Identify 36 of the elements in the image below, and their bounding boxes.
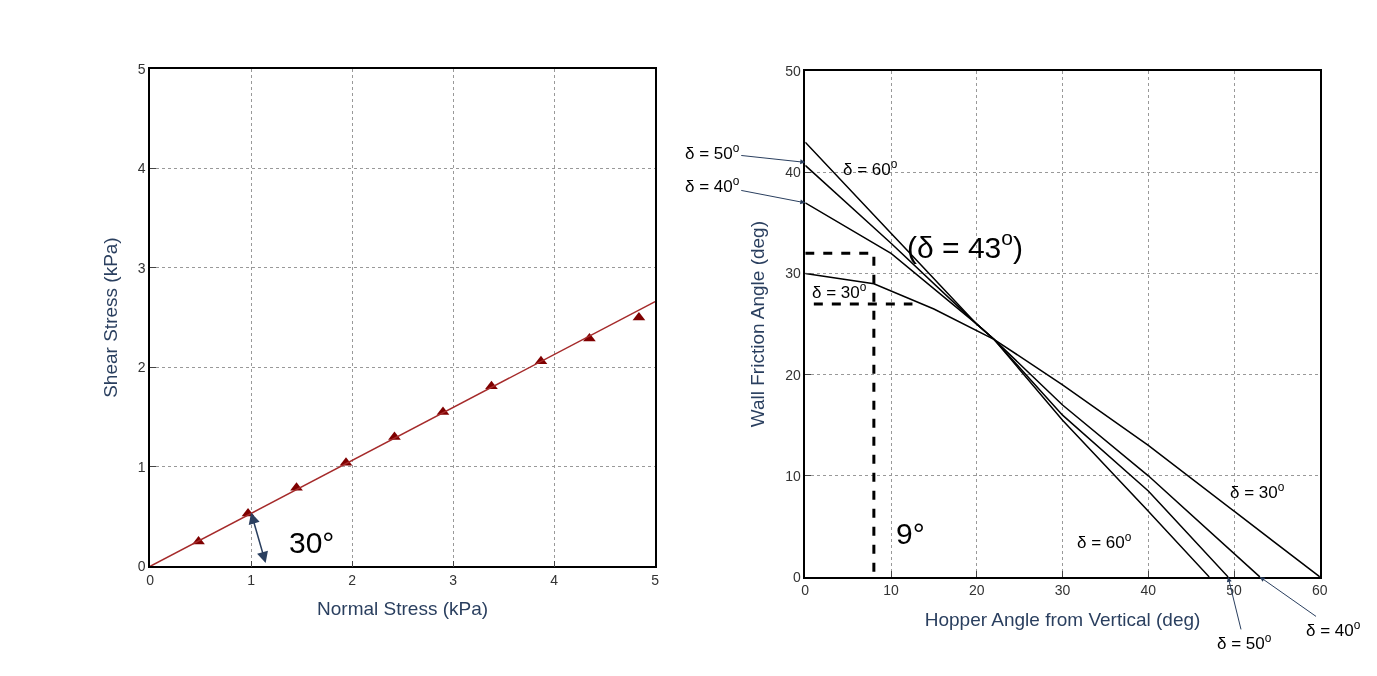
annotation: δ = 40$^{o}$ xyxy=(685,174,740,197)
annotation: δ = 50$^{o}$ xyxy=(685,141,740,164)
annotation: δ = 30$^{o}$ xyxy=(1230,480,1285,503)
x-axis-title: Hopper Angle from Vertical (deg) xyxy=(924,608,1201,630)
annotation: δ = 50$^{o}$ xyxy=(1217,631,1272,654)
x-tick-label: 40 xyxy=(1140,582,1157,599)
x-tick-label: 5 xyxy=(651,571,660,588)
x-tick-label: 4 xyxy=(550,571,559,588)
x-tick-label: 1 xyxy=(247,571,256,588)
x-axis-title: Normal Stress (kPa) xyxy=(317,598,489,620)
annotation: δ = 60$^{o}$ xyxy=(843,157,898,180)
y-tick-label: 5 xyxy=(137,60,146,77)
y-axis-title: Shear Stress (kPa) xyxy=(100,237,122,398)
x-tick-label: 2 xyxy=(348,571,357,588)
x-tick-label: 3 xyxy=(449,571,458,588)
x-tick-label: 10 xyxy=(883,582,900,599)
y-tick-label: 40 xyxy=(785,164,801,181)
y-tick-label: 30 xyxy=(785,265,801,282)
y-axis-title: Wall Friction Angle (deg) xyxy=(747,221,769,428)
annotation: δ = 60$^{o}$ xyxy=(1077,530,1132,553)
x-tick-label: 30 xyxy=(1054,582,1071,599)
y-tick-label: 0 xyxy=(137,558,146,575)
y-tick-label: 20 xyxy=(785,366,801,383)
y-tick-label: 50 xyxy=(785,63,801,80)
annotation: δ = 40$^{o}$ xyxy=(1306,618,1361,641)
annotation: 30° xyxy=(289,526,335,559)
y-tick-label: 4 xyxy=(137,160,146,177)
y-tick-label: 10 xyxy=(785,467,801,484)
annotation: δ = 30$^{o}$ xyxy=(812,280,867,303)
x-tick-label: 60 xyxy=(1312,582,1328,599)
y-tick-label: 1 xyxy=(137,458,146,475)
annotation: 9° xyxy=(896,517,925,550)
y-tick-label: 2 xyxy=(137,359,146,376)
y-tick-label: 3 xyxy=(137,259,146,276)
annotation: (δ = 43$^{o}$) xyxy=(907,226,1023,264)
x-tick-label: 20 xyxy=(969,582,985,599)
